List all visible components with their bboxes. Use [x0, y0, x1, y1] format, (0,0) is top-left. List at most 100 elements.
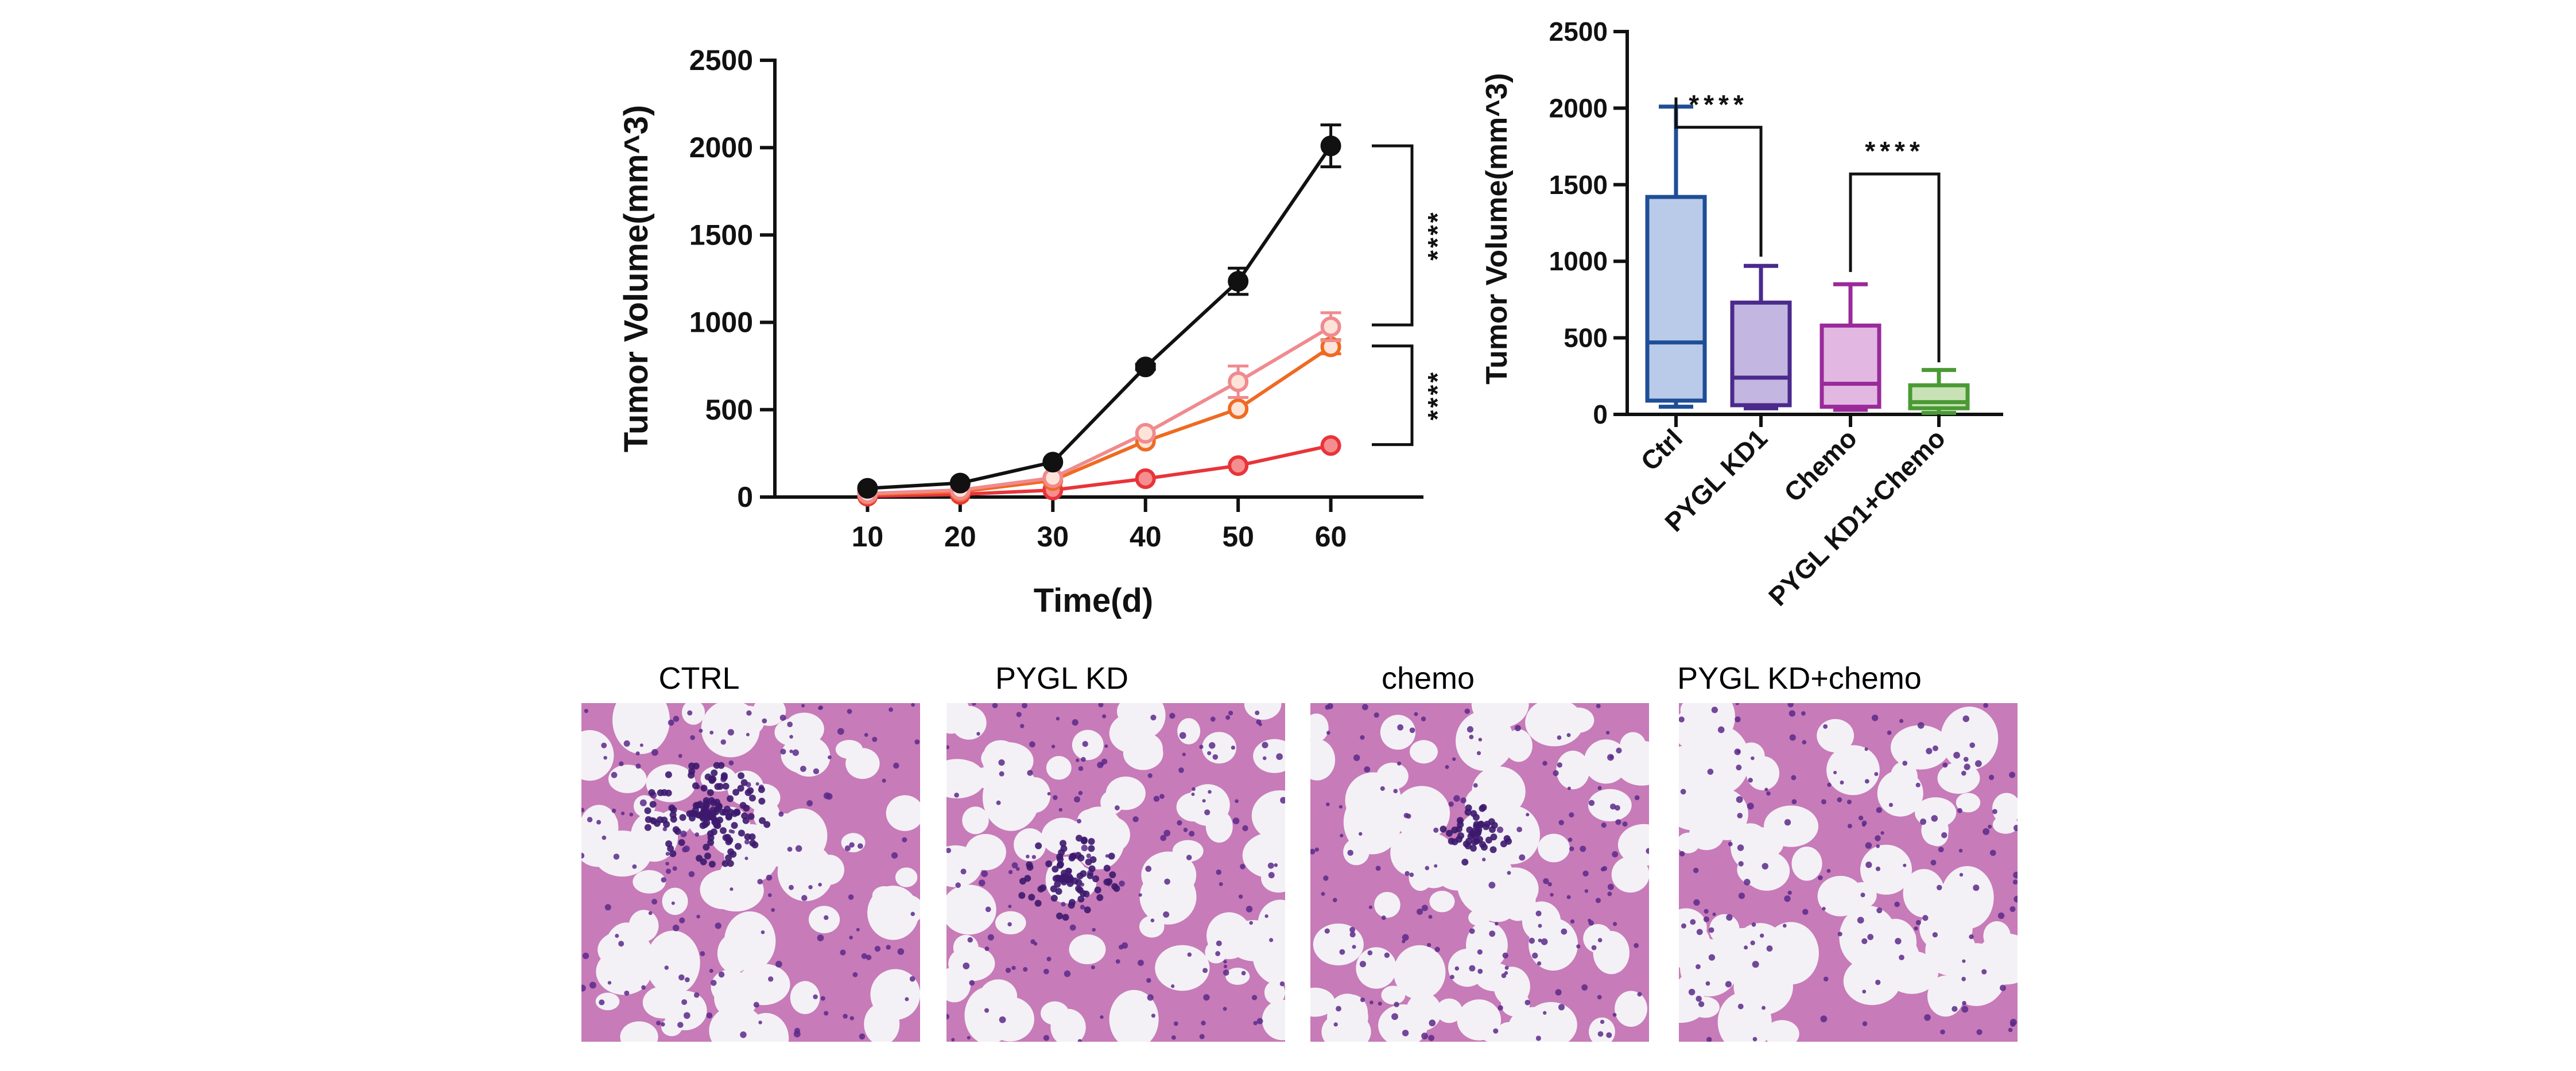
nucleus [780, 748, 786, 755]
nucleus [1153, 796, 1160, 802]
nucleus [1056, 716, 1060, 721]
nucleus [720, 739, 726, 745]
tissue-label-ctrl: CTRL [658, 661, 739, 696]
nucleus [767, 893, 772, 897]
alveolar-space [1737, 852, 1788, 887]
nucleus [1016, 712, 1022, 717]
nucleus-cluster [732, 789, 740, 796]
nucleus [1974, 760, 1982, 767]
box-2 [1820, 323, 1881, 409]
nucleus [1936, 884, 1942, 891]
alveolar-space [1890, 761, 1918, 793]
nucleus [1489, 930, 1496, 937]
alveolar-space [1095, 817, 1130, 852]
nucleus [1576, 944, 1581, 949]
nucleus [1223, 964, 1228, 969]
alveolar-space [1617, 824, 1649, 866]
nucleus [1609, 804, 1616, 810]
nucleus [1242, 825, 1248, 832]
nucleus-cluster [1485, 836, 1492, 844]
nucleus-cluster [715, 802, 723, 810]
nucleus-cluster [747, 813, 755, 820]
alveolar-space [1242, 832, 1285, 879]
nucleus [1888, 802, 1894, 808]
tissue-label-pygl_kd: PYGL KD [995, 661, 1128, 696]
nucleus [661, 877, 666, 883]
nucleus [1588, 800, 1595, 806]
nucleus [693, 992, 700, 998]
nucleus-cluster [1085, 858, 1092, 866]
nucleus [1203, 994, 1210, 1001]
alveolar-space [886, 795, 920, 831]
nucleus [1752, 1037, 1758, 1042]
nucleus [792, 749, 799, 756]
alveolar-space [1202, 732, 1237, 764]
nucleus [696, 914, 700, 919]
nucleus [681, 999, 688, 1005]
nucleus [2013, 825, 2018, 832]
nucleus [967, 937, 973, 943]
nucleus [910, 911, 915, 917]
nucleus [1542, 760, 1547, 766]
alveolar-space [1764, 1020, 1799, 1042]
nucleus-cluster [751, 841, 759, 849]
nucleus [1875, 835, 1881, 841]
alveolar-space [984, 740, 1018, 768]
nucleus [1101, 758, 1108, 765]
nucleus [1187, 952, 1192, 957]
nucleus [677, 1022, 684, 1028]
nucleus [672, 924, 680, 932]
nucleus [963, 962, 970, 969]
nucleus [1612, 851, 1619, 857]
nucleus-cluster [1057, 860, 1064, 868]
nucleus [1078, 790, 1083, 796]
nucleus [1555, 989, 1562, 996]
tissue-label-combo: PYGL KD+chemo [1677, 661, 1922, 696]
alveolar-space [1019, 777, 1051, 813]
nucleus [1047, 791, 1051, 796]
nucleus [1789, 734, 1796, 741]
nucleus [1469, 965, 1476, 972]
nucleus [1097, 762, 1104, 769]
significance-bracket [1849, 172, 1941, 363]
nucleus [706, 1012, 713, 1019]
nucleus [1378, 1002, 1382, 1006]
nucleus [1332, 898, 1337, 903]
nucleus [1453, 795, 1460, 802]
nucleus-cluster [1094, 886, 1101, 894]
nucleus [678, 974, 685, 981]
alveolar-space [1139, 915, 1165, 938]
nucleus-cluster [1068, 854, 1076, 862]
nucleus [1840, 780, 1844, 785]
nucleus [1397, 724, 1404, 731]
nucleus [1926, 748, 1933, 755]
nucleus [971, 703, 976, 706]
nucleus [1899, 719, 1904, 723]
nucleus [1082, 741, 1088, 747]
nucleus [1588, 920, 1594, 926]
nucleus [1507, 871, 1511, 875]
nucleus [1384, 952, 1390, 958]
nucleus [1894, 901, 1900, 907]
line-chart: 0 500 1000 1500 2000 2500 10 20 30 40 50 60 Time(d) T… [618, 44, 1452, 619]
tissue-image-chemo [1310, 703, 1649, 1042]
nucleus [1199, 744, 1204, 749]
nucleus [1766, 945, 1773, 952]
nucleus [1364, 766, 1371, 773]
nucleus-cluster [714, 783, 721, 790]
nucleus [981, 870, 988, 878]
nucleus [1932, 745, 1938, 751]
nucleus [893, 762, 899, 769]
nucleus [1717, 726, 1725, 734]
nucleus-cluster [688, 771, 695, 779]
nucleus [984, 1008, 990, 1013]
alveolar-space [1927, 975, 1964, 1017]
nucleus [1942, 762, 1948, 768]
nucleus [1698, 1001, 1705, 1007]
nucleus [1736, 750, 1740, 754]
nucleus [740, 1031, 747, 1038]
nucleus [1171, 1035, 1176, 1040]
nucleus-cluster [1103, 864, 1111, 872]
nucleus-cluster [713, 762, 720, 769]
nucleus [1402, 940, 1406, 944]
